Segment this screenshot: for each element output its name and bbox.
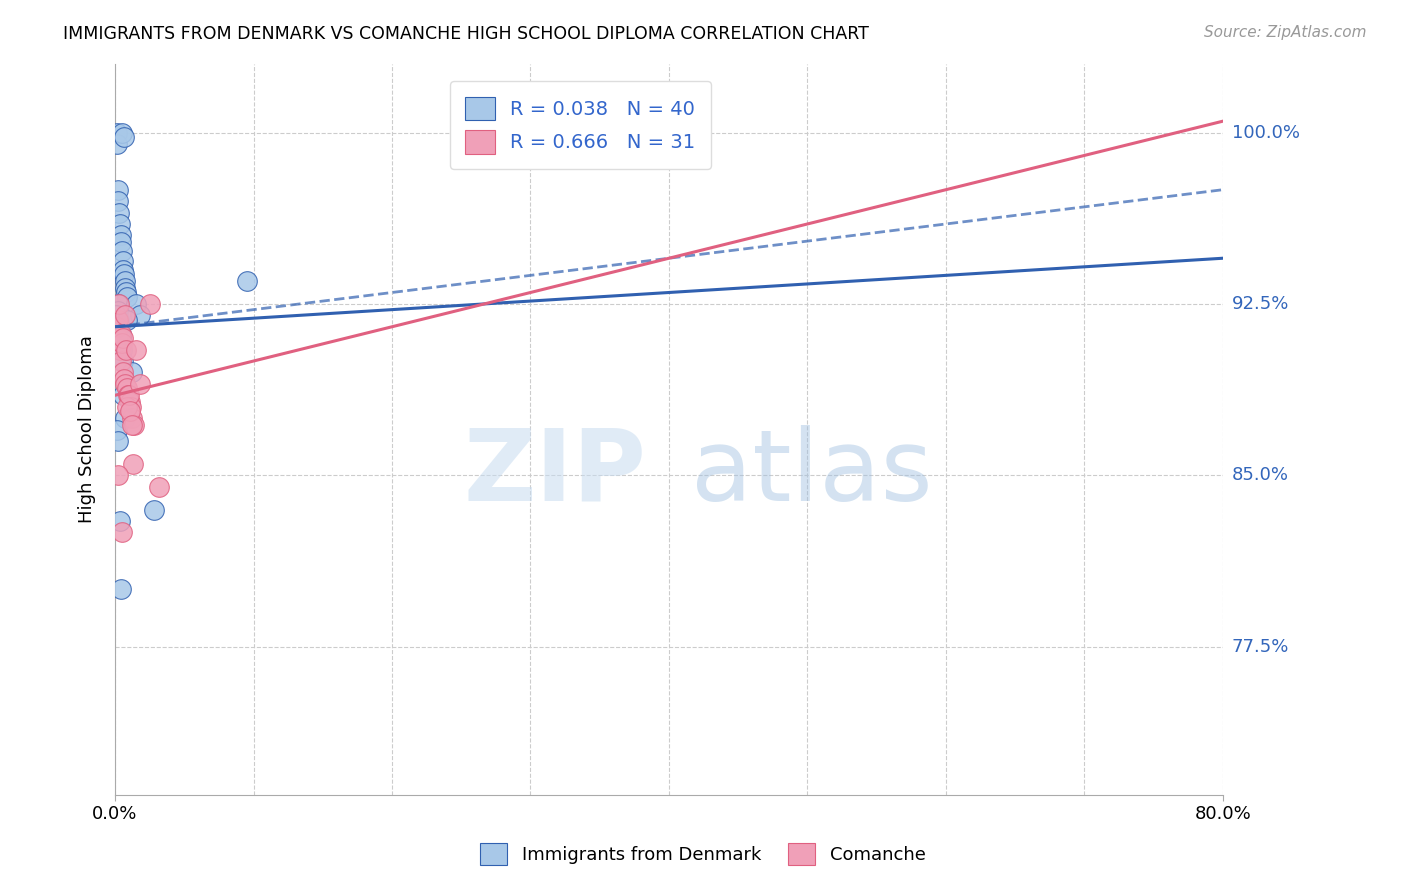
- Point: [121, 366, 143, 380]
- Point: [111, 244, 134, 259]
- Point: [107, 434, 129, 448]
- Point: [108, 205, 131, 219]
- Point: [115, 343, 138, 357]
- Legend: Immigrants from Denmark, Comanche: Immigrants from Denmark, Comanche: [471, 834, 935, 874]
- Text: atlas: atlas: [692, 425, 932, 522]
- Point: [108, 343, 131, 357]
- Point: [112, 372, 135, 386]
- Point: [125, 343, 148, 357]
- Point: [107, 331, 129, 345]
- Point: [111, 335, 134, 350]
- Point: [120, 404, 142, 418]
- Point: [107, 468, 129, 483]
- Point: [111, 366, 134, 380]
- Point: [114, 411, 136, 425]
- Point: [108, 319, 131, 334]
- Point: [122, 457, 145, 471]
- Point: [121, 417, 143, 432]
- Point: [110, 354, 132, 368]
- Text: Source: ZipAtlas.com: Source: ZipAtlas.com: [1204, 25, 1367, 40]
- Point: [112, 388, 135, 402]
- Point: [111, 354, 134, 368]
- Point: [129, 309, 152, 323]
- Point: [105, 319, 128, 334]
- Point: [114, 376, 136, 391]
- Point: [129, 376, 152, 391]
- Point: [111, 126, 134, 140]
- Point: [107, 303, 129, 318]
- Point: [117, 313, 139, 327]
- Point: [110, 582, 132, 597]
- Point: [110, 235, 132, 250]
- Point: [114, 309, 136, 323]
- Point: [118, 395, 141, 409]
- Point: [107, 297, 129, 311]
- Point: [110, 228, 132, 243]
- Point: [118, 388, 141, 402]
- Text: ZIP: ZIP: [464, 425, 647, 522]
- Point: [108, 297, 131, 311]
- Point: [114, 281, 136, 295]
- Text: 77.5%: 77.5%: [1232, 638, 1289, 656]
- Point: [105, 126, 128, 140]
- Point: [235, 274, 257, 288]
- Point: [115, 381, 138, 395]
- Point: [112, 331, 135, 345]
- Point: [111, 253, 134, 268]
- Point: [111, 525, 134, 540]
- Point: [108, 217, 131, 231]
- Text: IMMIGRANTS FROM DENMARK VS COMANCHE HIGH SCHOOL DIPLOMA CORRELATION CHART: IMMIGRANTS FROM DENMARK VS COMANCHE HIGH…: [63, 25, 869, 43]
- Point: [121, 411, 143, 425]
- Point: [148, 480, 170, 494]
- Point: [115, 285, 138, 300]
- Point: [114, 274, 136, 288]
- Point: [110, 331, 132, 345]
- Point: [108, 313, 131, 327]
- Point: [117, 388, 139, 402]
- Point: [105, 309, 128, 323]
- Point: [107, 313, 129, 327]
- Point: [112, 262, 135, 277]
- Text: 92.5%: 92.5%: [1232, 295, 1289, 313]
- Point: [138, 297, 160, 311]
- Point: [112, 267, 135, 281]
- Point: [125, 297, 148, 311]
- Point: [105, 423, 128, 437]
- Point: [107, 183, 129, 197]
- Point: [122, 417, 145, 432]
- Point: [108, 514, 131, 528]
- Point: [110, 326, 132, 341]
- Point: [115, 290, 138, 304]
- Point: [142, 502, 165, 516]
- Text: 100.0%: 100.0%: [1232, 124, 1299, 142]
- Point: [120, 400, 142, 414]
- Point: [107, 194, 129, 208]
- Legend: R = 0.038   N = 40, R = 0.666   N = 31: R = 0.038 N = 40, R = 0.666 N = 31: [450, 81, 711, 169]
- Point: [111, 343, 134, 357]
- Point: [117, 400, 139, 414]
- Point: [110, 326, 132, 341]
- Point: [107, 319, 129, 334]
- Point: [112, 130, 135, 145]
- Y-axis label: High School Diploma: High School Diploma: [79, 335, 96, 524]
- Point: [105, 136, 128, 151]
- Text: 85.0%: 85.0%: [1232, 467, 1289, 484]
